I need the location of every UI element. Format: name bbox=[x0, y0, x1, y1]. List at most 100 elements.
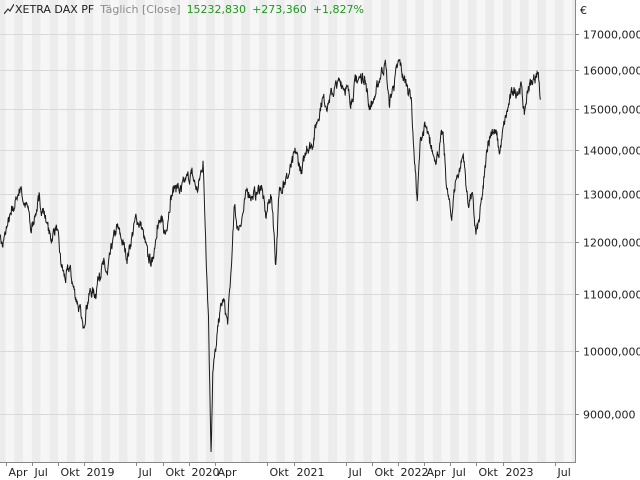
month-band bbox=[93, 0, 102, 462]
month-band bbox=[363, 0, 372, 462]
x-tick-label: Jul bbox=[452, 466, 466, 479]
month-band bbox=[485, 0, 494, 462]
month-band bbox=[459, 0, 468, 462]
month-band bbox=[493, 0, 503, 462]
interval-label: Täglich [Close] bbox=[100, 3, 181, 16]
y-tick-label: 16000,000 bbox=[583, 65, 640, 78]
month-band bbox=[293, 0, 303, 462]
month-band bbox=[407, 0, 416, 462]
month-band bbox=[67, 0, 76, 462]
x-tick-label: Jul bbox=[138, 466, 152, 479]
time-bands bbox=[0, 0, 575, 462]
month-band bbox=[258, 0, 268, 462]
x-tick-label: Jul bbox=[348, 466, 362, 479]
month-band bbox=[180, 0, 189, 462]
price-line bbox=[0, 59, 541, 453]
month-band bbox=[101, 0, 111, 462]
x-tick-label: Okt bbox=[166, 466, 186, 479]
month-band bbox=[371, 0, 381, 462]
month-band bbox=[206, 0, 216, 462]
month-band bbox=[241, 0, 250, 462]
month-band bbox=[0, 0, 6, 462]
last-price: 15232,830 bbox=[186, 3, 247, 16]
month-band bbox=[267, 0, 277, 462]
y-axis: 9000,000 10000,000 11000,000 12000,000 13000… bbox=[575, 29, 640, 422]
month-band bbox=[302, 0, 311, 462]
month-band bbox=[502, 0, 512, 462]
x-tick-label: Okt bbox=[375, 466, 395, 479]
y-tick-label: 9000,000 bbox=[583, 409, 636, 422]
month-band bbox=[424, 0, 433, 462]
month-band bbox=[476, 0, 486, 462]
month-band bbox=[345, 0, 355, 462]
y-tick-label: 15000,000 bbox=[583, 104, 640, 117]
month-band bbox=[136, 0, 146, 462]
month-band bbox=[328, 0, 338, 462]
month-band bbox=[563, 0, 573, 462]
price-change: +273,360 bbox=[252, 3, 307, 16]
month-band bbox=[145, 0, 155, 462]
currency-label: € bbox=[580, 4, 587, 17]
x-tick-label: Okt bbox=[479, 466, 499, 479]
month-band bbox=[389, 0, 399, 462]
month-band bbox=[337, 0, 346, 462]
month-band bbox=[23, 0, 32, 462]
y-tick-label: 14000,000 bbox=[583, 145, 640, 158]
month-band bbox=[276, 0, 285, 462]
month-band bbox=[546, 0, 555, 462]
month-band bbox=[58, 0, 68, 462]
month-band bbox=[5, 0, 15, 462]
y-tick-label: 10000,000 bbox=[583, 346, 640, 359]
month-band bbox=[537, 0, 547, 462]
month-band bbox=[75, 0, 85, 462]
line-chart-icon bbox=[3, 3, 15, 15]
x-tick-label: 2020 bbox=[192, 466, 220, 479]
month-band bbox=[118, 0, 128, 462]
month-band bbox=[519, 0, 529, 462]
month-band bbox=[450, 0, 460, 462]
month-band bbox=[572, 0, 575, 462]
month-band bbox=[188, 0, 198, 462]
month-band bbox=[249, 0, 259, 462]
month-band bbox=[284, 0, 294, 462]
y-tick-label: 13000,000 bbox=[583, 189, 640, 202]
month-band bbox=[14, 0, 24, 462]
x-tick-label: Apr bbox=[218, 466, 238, 479]
month-band bbox=[415, 0, 425, 462]
y-tick-label: 12000,000 bbox=[583, 237, 640, 250]
x-tick-label: Apr bbox=[427, 466, 447, 479]
x-tick-label: Okt bbox=[61, 466, 81, 479]
month-band bbox=[84, 0, 94, 462]
symbol-name: XETRA DAX PF bbox=[15, 3, 95, 16]
month-band bbox=[197, 0, 207, 462]
month-band bbox=[354, 0, 364, 462]
month-band bbox=[310, 0, 320, 462]
month-band bbox=[432, 0, 442, 462]
month-band bbox=[171, 0, 181, 462]
x-tick-label: 2023 bbox=[506, 466, 534, 479]
chart-header: XETRA DAX PF Täglich [Close] 15232,830 +273… bbox=[3, 3, 370, 16]
month-band bbox=[528, 0, 538, 462]
x-tick-label: 2019 bbox=[87, 466, 115, 479]
x-tick-label: Jul bbox=[34, 466, 48, 479]
month-band bbox=[380, 0, 390, 462]
month-band bbox=[232, 0, 242, 462]
month-band bbox=[511, 0, 520, 462]
month-band bbox=[467, 0, 477, 462]
month-band bbox=[127, 0, 137, 462]
month-band bbox=[441, 0, 451, 462]
x-tick-label: Okt bbox=[270, 466, 290, 479]
y-tick-label: 11000,000 bbox=[583, 289, 640, 302]
month-band bbox=[31, 0, 41, 462]
month-band bbox=[215, 0, 224, 462]
x-tick-label: Apr bbox=[9, 466, 29, 479]
x-tick-label: Jul bbox=[557, 466, 571, 479]
month-band bbox=[223, 0, 233, 462]
month-band bbox=[40, 0, 50, 462]
month-band bbox=[154, 0, 163, 462]
x-tick-label: 2021 bbox=[297, 466, 325, 479]
price-change-percent: +1,827% bbox=[312, 3, 364, 16]
month-band bbox=[554, 0, 564, 462]
